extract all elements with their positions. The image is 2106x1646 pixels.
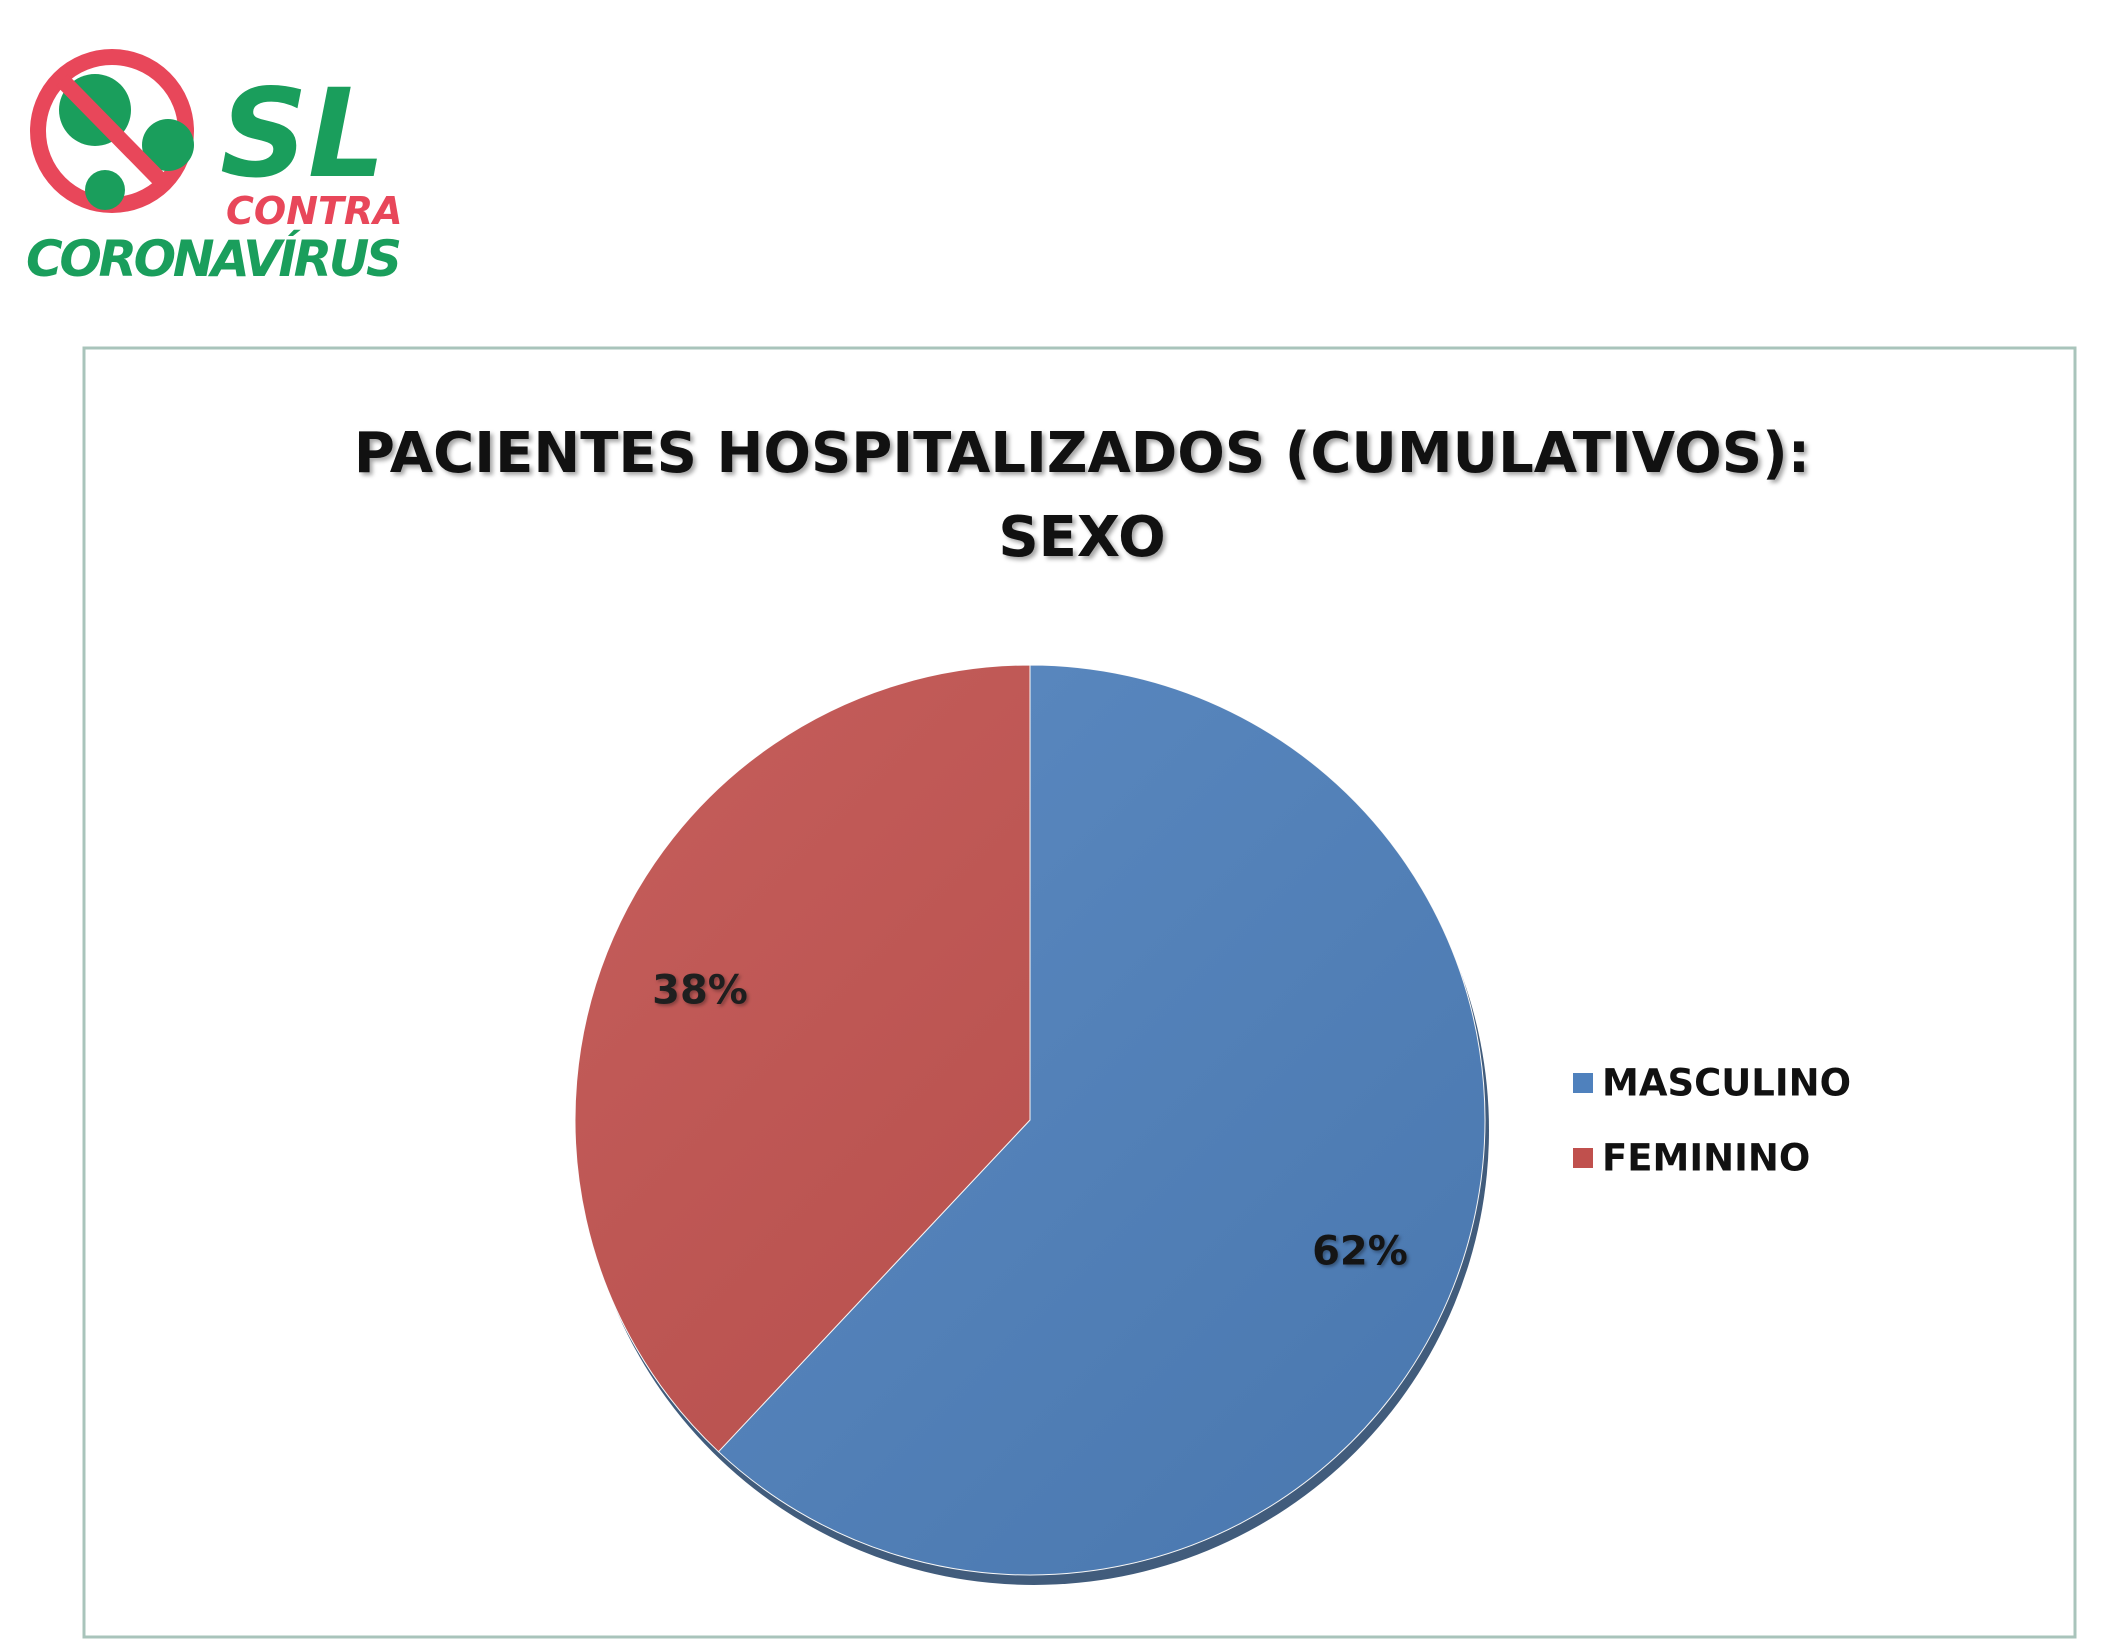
value-label: 62% [1312,1229,1408,1275]
logo-virus [85,170,125,210]
logo-text: SL [220,63,386,205]
logo-text: CONTRA [226,189,403,233]
logo-text: CORONAVÍRUS [26,229,402,288]
chart-title: PACIENTES HOSPITALIZADOS (CUMULATIVOS): [354,421,1810,486]
legend-swatch [1573,1148,1593,1168]
chart-title: SEXO [998,505,1165,570]
logo-virus [142,119,194,171]
logo-slash [56,74,171,191]
legend-label: MASCULINO [1602,1062,1851,1105]
legend-label: FEMININO [1602,1137,1810,1180]
logo: SL CONTRA CORONAVÍRUS [26,49,403,288]
value-label: 38% [652,967,748,1013]
legend-swatch [1573,1073,1593,1093]
